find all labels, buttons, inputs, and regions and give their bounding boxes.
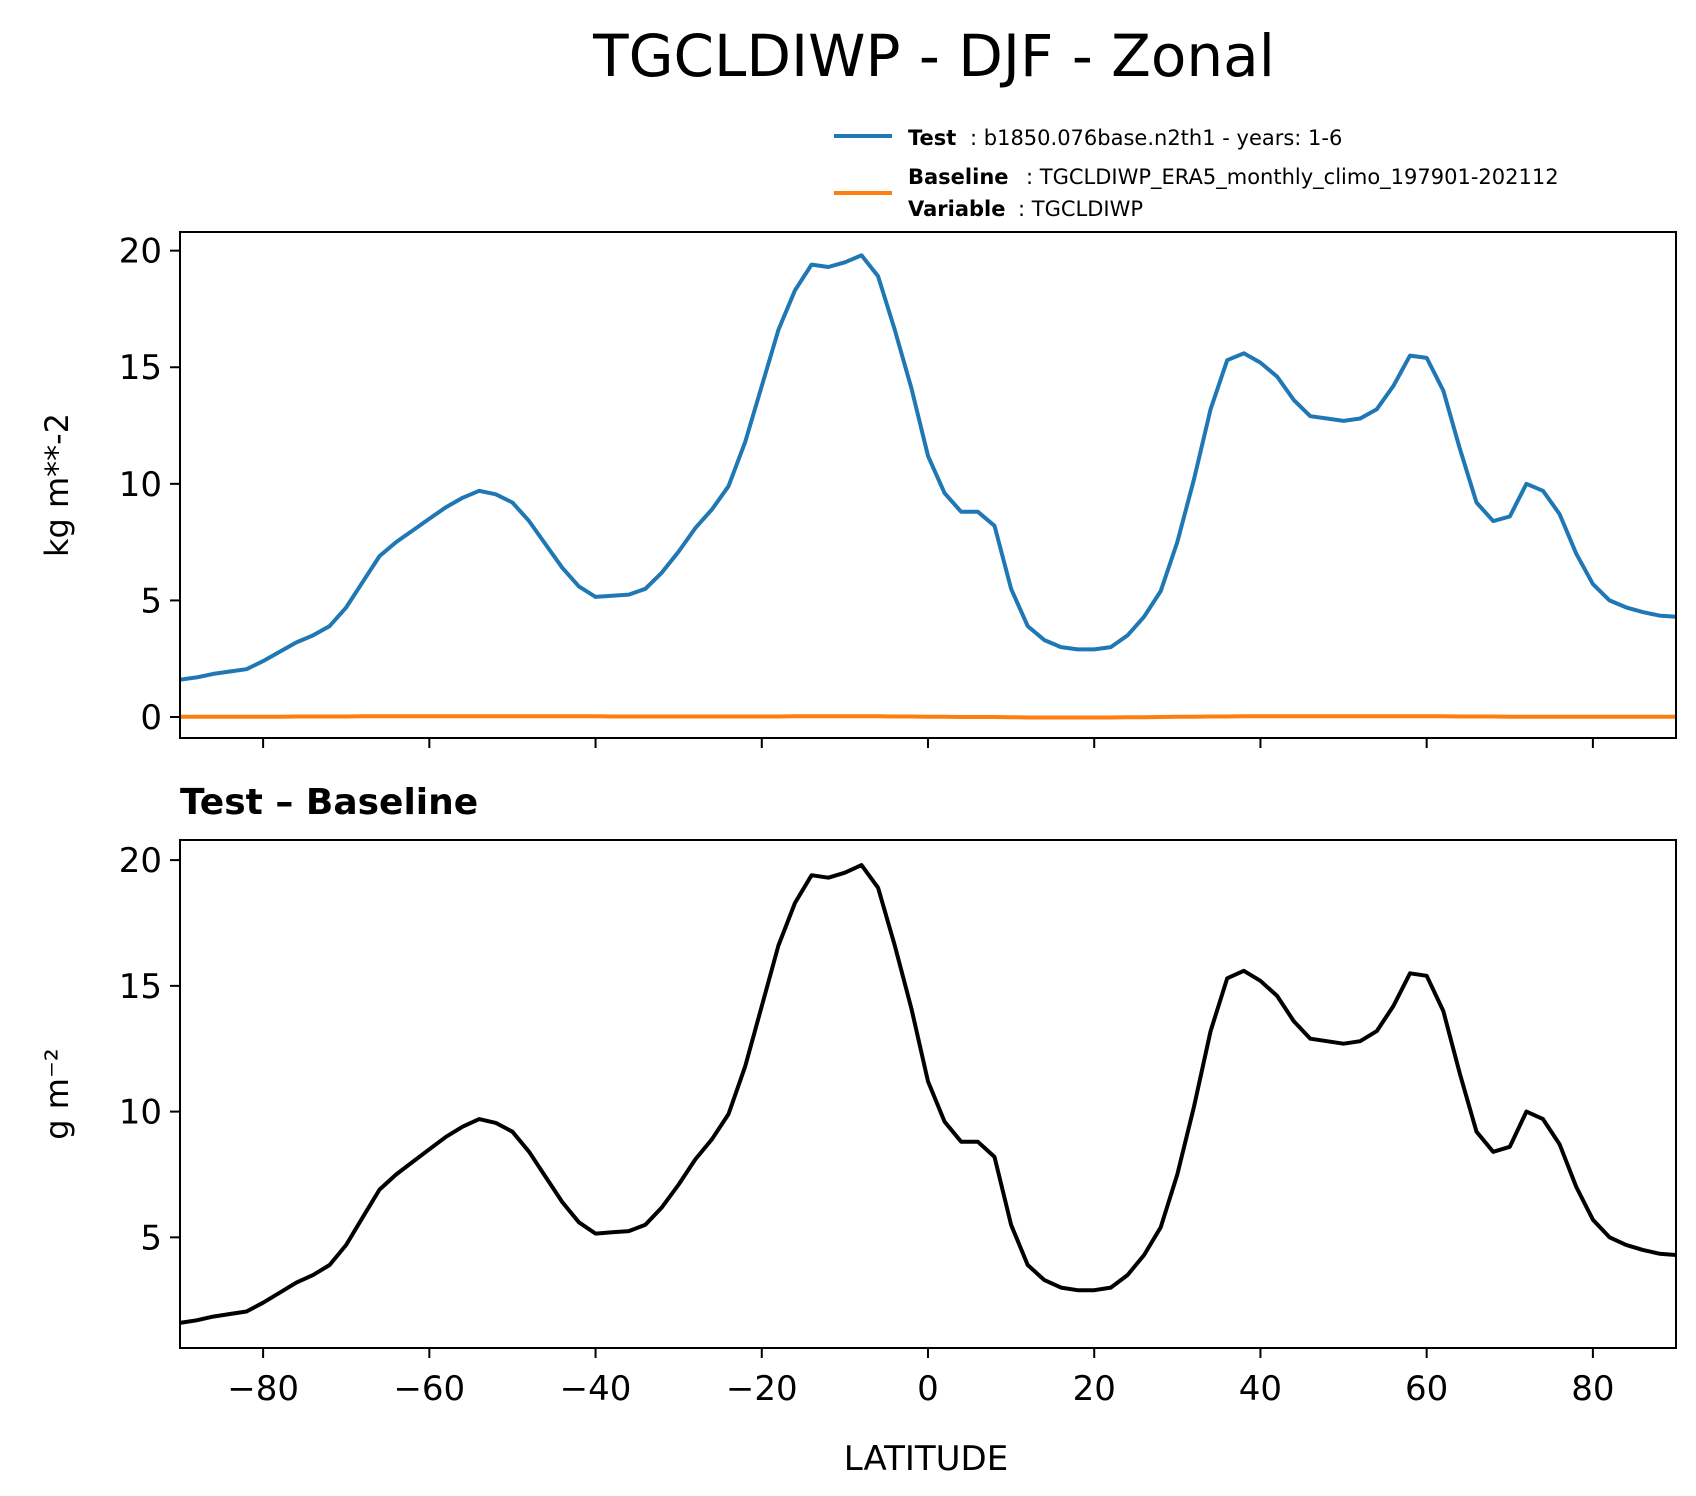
top-y-tick-label: 20 (119, 232, 162, 272)
top-y-axis-label: kg m**-2 (38, 413, 76, 557)
bottom-x-tick-label: 20 (1073, 1369, 1116, 1409)
legend: Test : b1850.076base.n2th1 - years: 1-6 … (834, 126, 1559, 221)
figure-title: TGCLDIWP - DJF - Zonal (592, 22, 1275, 90)
top-y-ticks: 0 5 10 15 20 (119, 232, 180, 738)
bottom-y-tick-label: 15 (119, 967, 162, 1007)
top-axes-frame (179, 231, 1677, 739)
legend-variable-key: Variable (908, 197, 1005, 221)
bottom-x-tick-label: 40 (1239, 1369, 1282, 1409)
bottom-x-tick-label: 80 (1571, 1369, 1614, 1409)
bottom-axes-frame (179, 839, 1677, 1349)
x-axis-label: LATITUDE (844, 1439, 1008, 1479)
top-y-tick-label: 10 (119, 465, 162, 505)
top-y-tick-label: 5 (140, 581, 162, 621)
top-series-line-test (179, 253, 1677, 682)
legend-variable-value: : TGCLDIWP (1018, 197, 1143, 221)
bottom-y-tick-label: 5 (140, 1218, 162, 1258)
difference-panel-title: Test – Baseline (180, 782, 478, 823)
bottom-y-axis-label: g m⁻² (38, 1048, 76, 1139)
bottom-x-tick-label: −60 (393, 1369, 465, 1409)
bottom-x-tick-label: 60 (1405, 1369, 1448, 1409)
bottom-x-tick-label: −80 (227, 1369, 299, 1409)
top-series-lines (179, 253, 1677, 720)
bottom-panel: Test – Baseline 5 10 15 20 −80 −60 −40 −20 0 20 4… (38, 782, 1677, 1479)
bottom-y-tick-label: 10 (119, 1093, 162, 1133)
legend-test-key: Test (908, 126, 956, 150)
bottom-series-line-difference (179, 863, 1677, 1325)
bottom-x-ticks: −80 −60 −40 −20 0 20 40 60 80 (227, 1348, 1615, 1409)
bottom-series-lines (179, 863, 1677, 1325)
bottom-x-tick-label: −20 (726, 1369, 798, 1409)
legend-baseline-value: : TGCLDIWP_ERA5_monthly_climo_197901-202… (1026, 165, 1559, 190)
bottom-y-tick-label: 20 (119, 841, 162, 881)
legend-test-value: : b1850.076base.n2th1 - years: 1-6 (970, 126, 1342, 150)
top-x-ticks (262, 738, 1594, 748)
bottom-x-tick-label: −40 (560, 1369, 632, 1409)
top-panel: 0 5 10 15 20 kg m**-2 (38, 231, 1677, 748)
top-y-tick-label: 15 (119, 348, 162, 388)
bottom-y-ticks: 5 10 15 20 (119, 841, 180, 1258)
bottom-x-tick-label: 0 (917, 1369, 939, 1409)
top-series-line-baseline (180, 714, 1676, 720)
top-y-tick-label: 0 (140, 698, 162, 738)
legend-baseline-key: Baseline (908, 165, 1009, 189)
